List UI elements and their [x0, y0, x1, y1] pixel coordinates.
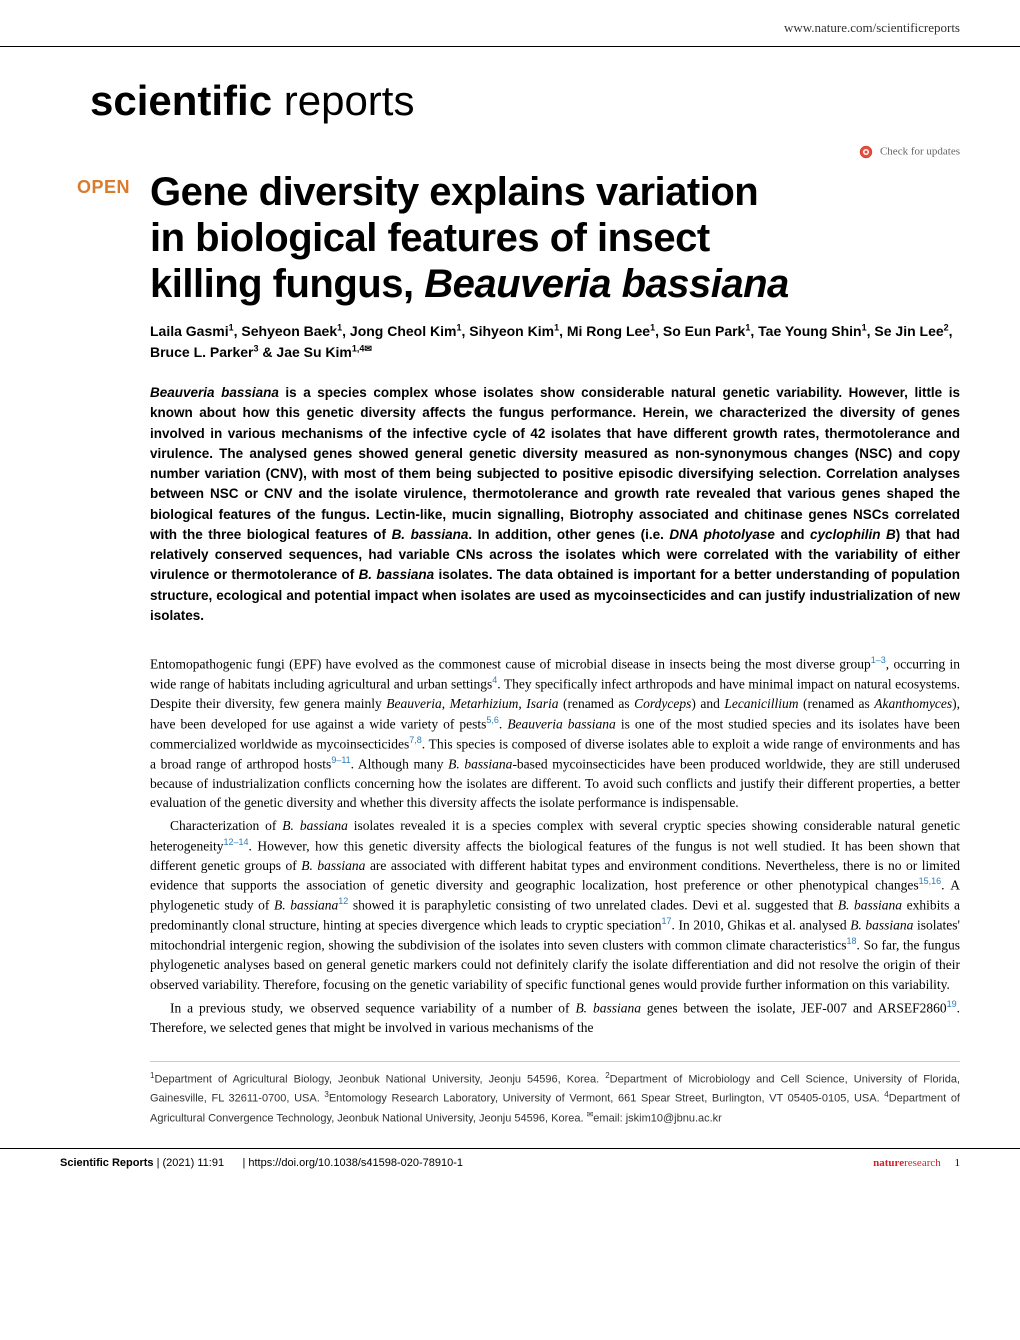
- affiliations: 1Department of Agricultural Biology, Jeo…: [150, 1061, 960, 1128]
- footer-publisher: natureresearch 1: [873, 1157, 960, 1169]
- article-wrapper: OPEN Gene diversity explains variation i…: [0, 169, 1020, 1128]
- article-main: Gene diversity explains variation in bio…: [150, 169, 960, 1128]
- title-line2: in biological features of insect: [150, 216, 710, 260]
- article-title: Gene diversity explains variation in bio…: [150, 169, 960, 307]
- logo-prefix: scientific: [90, 77, 272, 124]
- website-url: www.nature.com/scientificreports: [784, 20, 960, 35]
- page-footer: Scientific Reports | (2021) 11:91 | http…: [0, 1148, 1020, 1177]
- body-paragraph-3: In a previous study, we observed sequenc…: [150, 998, 960, 1038]
- author-list: Laila Gasmi1, Sehyeon Baek1, Jong Cheol …: [150, 321, 960, 363]
- body-paragraph-1: Entomopathogenic fungi (EPF) have evolve…: [150, 654, 960, 813]
- open-access-badge: OPEN: [60, 177, 130, 198]
- check-updates-link[interactable]: Check for updates: [0, 145, 1020, 169]
- title-line1: Gene diversity explains variation: [150, 170, 758, 214]
- footer-year-vol: (2021) 11:91: [163, 1157, 225, 1169]
- check-updates-label: Check for updates: [880, 146, 960, 158]
- footer-journal-name: Scientific Reports: [60, 1157, 154, 1169]
- publisher-suffix: research: [904, 1157, 941, 1169]
- footer-doi: | https://doi.org/10.1038/s41598-020-789…: [242, 1157, 463, 1169]
- abstract: Beauveria bassiana is a species complex …: [150, 383, 960, 626]
- check-updates-icon: [859, 145, 873, 159]
- logo-suffix: reports: [284, 77, 415, 124]
- page-header: www.nature.com/scientificreports: [0, 0, 1020, 47]
- footer-citation: Scientific Reports | (2021) 11:91 | http…: [60, 1157, 463, 1169]
- title-line3a: killing fungus,: [150, 262, 424, 306]
- journal-logo: scientific reports: [0, 47, 1020, 145]
- title-species: Beauveria bassiana: [424, 262, 789, 306]
- publisher-prefix: nature: [873, 1157, 904, 1169]
- body-paragraph-2: Characterization of B. bassiana isolates…: [150, 816, 960, 995]
- left-gutter: OPEN: [60, 169, 150, 1128]
- page-number: 1: [955, 1157, 961, 1169]
